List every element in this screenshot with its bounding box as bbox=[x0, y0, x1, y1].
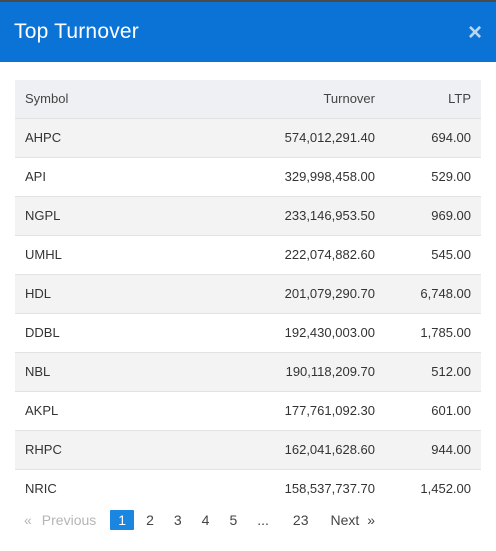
cell-ltp: 601.00 bbox=[431, 403, 471, 418]
table-row[interactable]: NRIC 158,537,737.70 1,452.00 bbox=[15, 469, 481, 508]
cell-symbol: NRIC bbox=[25, 481, 57, 497]
cell-ltp: 529.00 bbox=[431, 169, 471, 184]
cell-ltp: 1,785.00 bbox=[420, 325, 471, 340]
column-header-ltp[interactable]: LTP bbox=[448, 91, 471, 107]
double-right-arrow-icon: » bbox=[367, 512, 376, 528]
page-button-last[interactable]: 23 bbox=[292, 512, 309, 528]
cell-symbol: NGPL bbox=[25, 208, 61, 223]
cell-turnover: 222,074,882.60 bbox=[284, 247, 375, 262]
table-row[interactable]: NBL 190,118,209.70 512.00 bbox=[15, 352, 481, 391]
cell-symbol: AHPC bbox=[25, 130, 62, 145]
cell-turnover: 177,761,092.30 bbox=[284, 403, 375, 418]
cell-turnover: 574,012,291.40 bbox=[284, 130, 375, 145]
column-header-turnover[interactable]: Turnover bbox=[323, 91, 375, 107]
cell-symbol: NBL bbox=[25, 364, 51, 379]
double-left-arrow-icon: « bbox=[24, 512, 32, 528]
previous-button[interactable]: « Previous bbox=[24, 512, 96, 528]
page-button-4[interactable]: 4 bbox=[201, 512, 210, 528]
table-row[interactable]: NGPL 233,146,953.50 969.00 bbox=[15, 196, 481, 235]
turnover-table: Symbol Turnover LTP AHPC 574,012,291.40 … bbox=[15, 80, 481, 508]
close-icon[interactable]: × bbox=[467, 19, 482, 46]
dialog-title: Top Turnover bbox=[14, 20, 139, 43]
cell-ltp: 1,452.00 bbox=[420, 481, 471, 497]
column-header-symbol[interactable]: Symbol bbox=[25, 91, 69, 107]
page-button-1[interactable]: 1 bbox=[110, 510, 135, 530]
next-label: Next bbox=[330, 512, 360, 528]
page-button-3[interactable]: 3 bbox=[173, 512, 182, 528]
cell-ltp: 969.00 bbox=[431, 208, 471, 223]
cell-symbol: API bbox=[25, 169, 46, 184]
dialog-header: Top Turnover × bbox=[0, 0, 496, 62]
cell-symbol: RHPC bbox=[25, 442, 62, 457]
cell-turnover: 329,998,458.00 bbox=[284, 169, 375, 184]
cell-symbol: DDBL bbox=[25, 325, 60, 340]
table-row[interactable]: DDBL 192,430,003.00 1,785.00 bbox=[15, 313, 481, 352]
pagination: « Previous 1 2 3 4 5 ... 23 Next » bbox=[24, 509, 375, 531]
table-row[interactable]: HDL 201,079,290.70 6,748.00 bbox=[15, 274, 481, 313]
cell-ltp: 694.00 bbox=[431, 130, 471, 145]
cell-turnover: 192,430,003.00 bbox=[284, 325, 375, 340]
table-header-row: Symbol Turnover LTP bbox=[15, 80, 481, 118]
previous-label: Previous bbox=[41, 512, 97, 528]
cell-symbol: HDL bbox=[25, 286, 52, 301]
table-row[interactable]: RHPC 162,041,628.60 944.00 bbox=[15, 430, 481, 469]
table-row[interactable]: AKPL 177,761,092.30 601.00 bbox=[15, 391, 481, 430]
table-row[interactable]: AHPC 574,012,291.40 694.00 bbox=[15, 118, 481, 157]
page-button-2[interactable]: 2 bbox=[146, 512, 154, 528]
table-row[interactable]: UMHL 222,074,882.60 545.00 bbox=[15, 235, 481, 274]
cell-turnover: 201,079,290.70 bbox=[284, 286, 375, 301]
cell-turnover: 162,041,628.60 bbox=[284, 442, 375, 457]
next-button[interactable]: Next » bbox=[331, 512, 376, 528]
cell-ltp: 512.00 bbox=[431, 364, 471, 379]
cell-ltp: 6,748.00 bbox=[420, 286, 471, 301]
cell-ltp: 545.00 bbox=[431, 247, 471, 262]
cell-symbol: UMHL bbox=[25, 247, 62, 262]
cell-turnover: 190,118,209.70 bbox=[285, 364, 375, 379]
cell-ltp: 944.00 bbox=[431, 442, 471, 457]
cell-turnover: 233,146,953.50 bbox=[284, 208, 375, 223]
cell-symbol: AKPL bbox=[25, 403, 59, 418]
page-button-5[interactable]: 5 bbox=[229, 512, 238, 528]
pagination-ellipsis: ... bbox=[257, 512, 269, 528]
cell-turnover: 158,537,737.70 bbox=[284, 481, 375, 497]
table-row[interactable]: API 329,998,458.00 529.00 bbox=[15, 157, 481, 196]
